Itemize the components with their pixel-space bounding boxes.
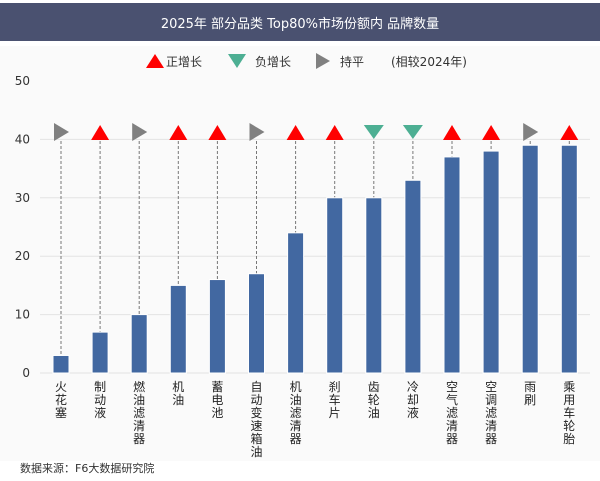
legend-flat: 持平 xyxy=(340,55,365,69)
y-tick-label: 0 xyxy=(22,366,30,380)
trend-down-icon xyxy=(402,125,423,139)
trend-down-icon xyxy=(363,125,384,139)
bar xyxy=(208,279,226,374)
x-tick-label: 制动液 xyxy=(94,380,107,420)
x-tick-label: 蓄电池 xyxy=(211,380,224,420)
bar xyxy=(169,284,187,374)
bar xyxy=(365,197,383,374)
bar xyxy=(404,179,422,374)
x-tick-label: 火花塞 xyxy=(54,380,67,420)
x-tick-label: 空气滤清器 xyxy=(445,380,458,446)
trend-up-icon xyxy=(560,125,579,140)
y-tick-label: 30 xyxy=(15,191,30,205)
x-tick-label: 乘用车轮胎 xyxy=(563,380,576,446)
x-tick-label: 刹车片 xyxy=(328,380,341,420)
x-tick-label: 冷却液 xyxy=(406,380,419,420)
trend-flat-icon xyxy=(54,123,69,141)
bar xyxy=(560,144,578,374)
bar xyxy=(521,144,539,374)
up-triangle-icon xyxy=(146,54,164,68)
chart-title: 2025年 部分品类 Top80%市场份额内 品牌数量 xyxy=(0,3,600,41)
bar xyxy=(52,354,70,374)
y-tick-label: 20 xyxy=(15,249,30,263)
trend-up-icon xyxy=(443,125,461,140)
legend: 正增长 负增长 持平 (相较2024年) xyxy=(0,50,600,72)
down-triangle-icon xyxy=(228,54,246,68)
x-tick-label: 齿轮油 xyxy=(367,380,380,420)
bar xyxy=(443,156,461,374)
trend-flat-icon xyxy=(249,123,265,141)
x-tick-label: 机油滤清器 xyxy=(289,380,302,446)
trend-up-icon xyxy=(482,125,501,140)
flat-triangle-icon xyxy=(316,53,330,69)
trend-up-icon xyxy=(91,125,110,140)
legend-up: 正增长 xyxy=(166,55,203,69)
bar xyxy=(287,232,305,374)
bar xyxy=(248,273,265,374)
data-source: 数据来源：F6大数据研究院 xyxy=(20,462,155,475)
x-tick-label: 自动变速箱油 xyxy=(250,380,263,459)
y-tick-label: 10 xyxy=(15,308,30,322)
trend-flat-icon xyxy=(132,123,148,141)
legend-down: 负增长 xyxy=(255,55,292,69)
trend-up-icon xyxy=(169,125,188,140)
bar xyxy=(482,150,500,374)
trend-up-icon xyxy=(325,125,344,140)
y-tick-label: 40 xyxy=(15,132,30,146)
x-tick-label: 机油 xyxy=(172,380,185,407)
bar xyxy=(91,331,109,374)
trend-flat-icon xyxy=(523,123,539,141)
bar xyxy=(130,314,148,374)
x-tick-label: 空调滤清器 xyxy=(485,380,498,446)
y-tick-label: 50 xyxy=(15,74,30,88)
legend-note: (相较2024年) xyxy=(391,55,467,69)
x-tick-label: 燃油滤清器 xyxy=(133,380,146,446)
trend-up-icon xyxy=(286,125,305,140)
x-tick-label: 雨刷 xyxy=(524,380,537,407)
bar xyxy=(326,197,344,374)
trend-up-icon xyxy=(208,125,227,140)
